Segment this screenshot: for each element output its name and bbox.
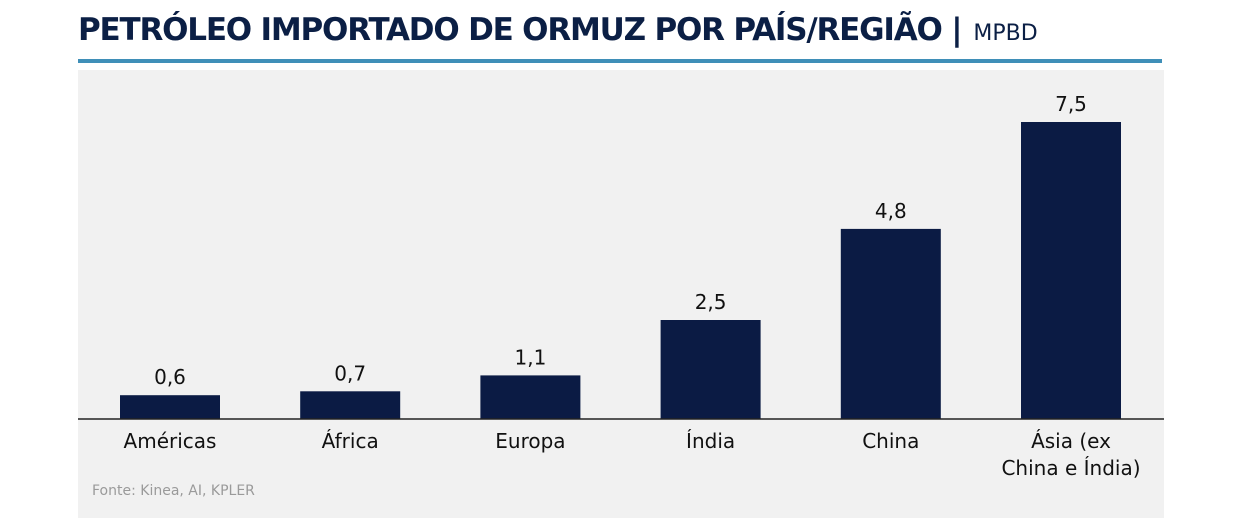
category-label: China e Índia) bbox=[1001, 456, 1140, 480]
bar-value-label: 1,1 bbox=[514, 345, 546, 369]
bar bbox=[120, 395, 220, 419]
category-label: África bbox=[322, 429, 379, 453]
bar bbox=[660, 320, 761, 419]
bar-value-label: 7,5 bbox=[1055, 92, 1087, 116]
value-label-group: 0,6 0,7 1,1 2,5 4,8 7,5 bbox=[154, 92, 1087, 389]
category-label: Europa bbox=[495, 429, 565, 453]
bar bbox=[1021, 122, 1121, 419]
bar-value-label: 4,8 bbox=[875, 199, 907, 223]
category-label-group: Américas África Europa Índia China Ásia (ex Ch… bbox=[124, 429, 1141, 480]
source-note: Fonte: Kinea, AI, KPLER bbox=[92, 483, 255, 499]
bar-group bbox=[120, 122, 1121, 419]
bar-value-label: 0,6 bbox=[154, 365, 186, 389]
category-label: China bbox=[862, 429, 919, 453]
bar bbox=[840, 228, 941, 419]
bar-value-label: 0,7 bbox=[334, 361, 366, 385]
chart-title-row: PETRÓLEO IMPORTADO DE ORMUZ POR PAÍS/REG… bbox=[78, 12, 1038, 58]
bar-value-label: 2,5 bbox=[695, 290, 727, 314]
category-label: Américas bbox=[124, 429, 217, 453]
chart-panel bbox=[78, 70, 1164, 518]
category-label: Ásia (ex bbox=[1031, 429, 1111, 453]
chart-title: PETRÓLEO IMPORTADO DE ORMUZ POR PAÍS/REG… bbox=[78, 12, 963, 48]
chart-unit: MPBD bbox=[973, 21, 1038, 46]
title-underline bbox=[78, 59, 1162, 63]
bar bbox=[480, 375, 581, 419]
category-label: Índia bbox=[686, 429, 735, 453]
bar bbox=[300, 391, 401, 419]
